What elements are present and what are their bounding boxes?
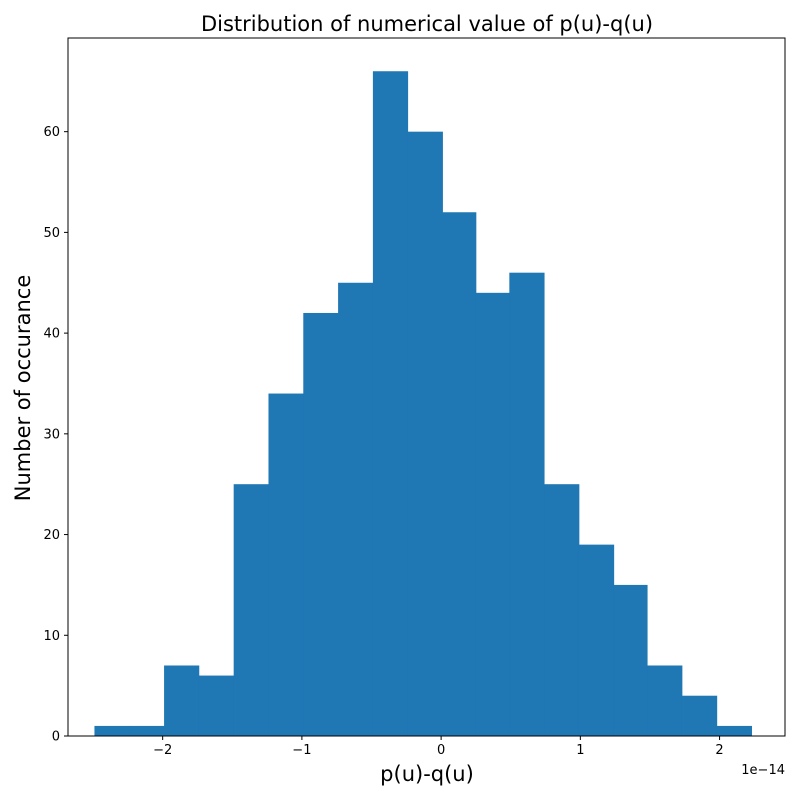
bars-group: [94, 71, 752, 737]
x-axis-offset-label: 1e−14: [741, 763, 785, 778]
y-tick-label-6: 60: [43, 125, 60, 140]
histogram-bar-17: [681, 695, 718, 736]
y-tick-label-4: 40: [43, 327, 60, 342]
histogram-bar-9: [407, 131, 443, 736]
histogram-bar-2: [164, 665, 200, 736]
x-tick-label-3: 1: [576, 743, 584, 758]
y-tick-label-5: 50: [43, 226, 60, 241]
y-tick-label-0: 0: [52, 730, 60, 745]
histogram-bar-10: [442, 212, 477, 737]
x-axis-ticks: −2 −1 0 1 2: [153, 736, 724, 758]
histogram-bar-0: [94, 725, 130, 736]
histogram-bar-8: [372, 71, 409, 736]
histogram-bar-15: [613, 584, 648, 736]
x-tick-label-4: 2: [715, 743, 723, 758]
plot-frame: [67, 37, 786, 737]
y-tick-label-2: 20: [43, 528, 60, 543]
y-tick-label-1: 10: [43, 629, 60, 644]
y-axis-label: Number of occurance: [11, 275, 35, 501]
histogram-bar-5: [268, 393, 304, 736]
histogram-bar-11: [475, 292, 510, 736]
x-tick-label-2: 0: [437, 743, 445, 758]
histogram-bar-14: [578, 544, 615, 736]
y-tick-label-3: 30: [43, 427, 60, 442]
histogram-bar-1: [129, 725, 165, 736]
histogram-bar-4: [233, 484, 269, 736]
histogram-bar-13: [544, 484, 580, 736]
y-axis-ticks: 0 10 20 30 40 50 60: [43, 125, 68, 745]
histogram-bar-18: [716, 725, 752, 736]
histogram-bar-16: [647, 665, 683, 736]
histogram-bar-6: [303, 312, 339, 736]
histogram-bar-12: [509, 272, 545, 736]
chart-title: Distribution of numerical value of p(u)-…: [201, 12, 653, 36]
histogram-bar-3: [198, 675, 235, 736]
x-axis-label: p(u)-q(u): [380, 762, 474, 786]
x-tick-label-1: −1: [292, 743, 311, 758]
x-tick-label-0: −2: [153, 743, 172, 758]
histogram-bar-7: [338, 282, 374, 736]
